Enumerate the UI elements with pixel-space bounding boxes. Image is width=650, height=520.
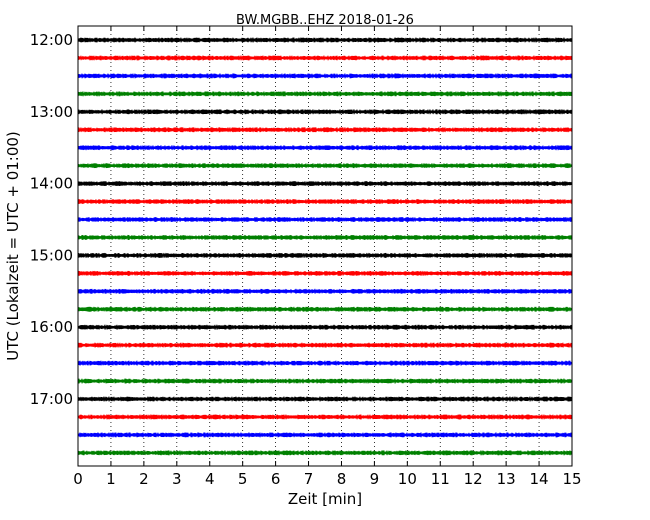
plot-frame bbox=[77, 25, 573, 467]
trace-1200 bbox=[77, 37, 573, 43]
x-tick-label: 9 bbox=[370, 470, 380, 488]
y-tick-label: 14:00 bbox=[30, 175, 73, 193]
trace-1530 bbox=[77, 288, 573, 294]
x-axis-label: Zeit [min] bbox=[288, 490, 362, 508]
y-tick-label: 13:00 bbox=[30, 103, 73, 121]
y-axis-label: UTC (Lokalzeit = UTC + 01:00) bbox=[4, 131, 22, 361]
x-tick-label: 14 bbox=[530, 470, 549, 488]
x-tick-label: 7 bbox=[304, 470, 314, 488]
x-tick-label: 2 bbox=[139, 470, 149, 488]
x-tick-label: 5 bbox=[238, 470, 248, 488]
y-tick-labels: 12:00 13:00 14:00 15:00 16:00 17:00 bbox=[30, 31, 73, 408]
trace-1645 bbox=[77, 378, 573, 384]
trace-1430 bbox=[77, 216, 573, 223]
chart-title: BW.MGBB..EHZ 2018-01-26 bbox=[236, 13, 414, 28]
x-tick-label: 15 bbox=[562, 470, 581, 488]
x-tick-label: 11 bbox=[431, 470, 450, 488]
trace-1215 bbox=[77, 55, 573, 61]
trace-1700 bbox=[77, 396, 573, 402]
trace-1515 bbox=[77, 270, 573, 276]
seismogram-traces bbox=[77, 37, 573, 456]
trace-1745 bbox=[77, 450, 573, 456]
trace-1600 bbox=[77, 324, 573, 330]
y-tick-label: 15:00 bbox=[30, 246, 73, 264]
trace-1300 bbox=[77, 109, 573, 115]
trace-1345 bbox=[77, 163, 573, 169]
trace-1630 bbox=[77, 360, 573, 366]
x-tick-label: 0 bbox=[73, 470, 83, 488]
x-tick-label: 1 bbox=[106, 470, 116, 488]
trace-1230 bbox=[77, 73, 573, 79]
axis-ticks bbox=[77, 26, 573, 466]
y-tick-label: 12:00 bbox=[30, 31, 73, 49]
trace-1730 bbox=[77, 432, 573, 438]
x-tick-label: 13 bbox=[497, 470, 516, 488]
x-tick-label: 12 bbox=[464, 470, 483, 488]
y-tick-label: 16:00 bbox=[30, 318, 73, 336]
x-tick-labels: 0 1 2 3 4 5 6 7 8 9 10 11 12 13 14 15 bbox=[73, 470, 581, 488]
x-tick-label: 3 bbox=[172, 470, 182, 488]
x-tick-label: 10 bbox=[398, 470, 417, 488]
trace-1400 bbox=[77, 181, 573, 187]
x-tick-label: 8 bbox=[337, 470, 347, 488]
trace-1500 bbox=[77, 252, 573, 258]
trace-1315 bbox=[77, 127, 573, 133]
grid-lines bbox=[110, 26, 540, 466]
trace-1715 bbox=[77, 414, 573, 420]
trace-1245 bbox=[77, 91, 573, 97]
trace-1445 bbox=[77, 234, 573, 240]
y-tick-label: 17:00 bbox=[30, 390, 73, 408]
trace-1415 bbox=[77, 199, 573, 205]
trace-1330 bbox=[77, 145, 573, 151]
trace-1615 bbox=[77, 342, 573, 348]
trace-1545 bbox=[77, 306, 573, 312]
x-tick-label: 6 bbox=[271, 470, 281, 488]
x-tick-label: 4 bbox=[205, 470, 215, 488]
